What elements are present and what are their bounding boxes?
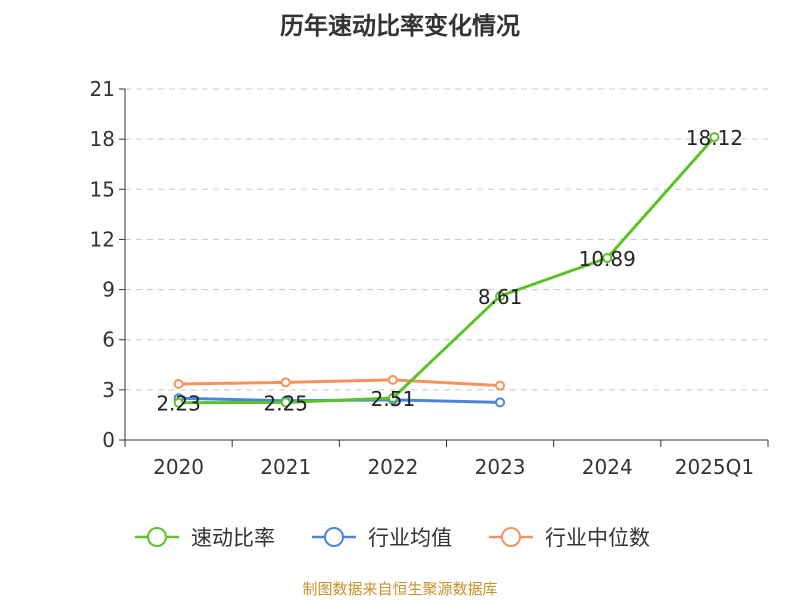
series-line-2 [178, 378, 501, 388]
series-0-point-2025Q1 [709, 132, 720, 143]
x-tick-label-2022: 2022 [367, 455, 418, 479]
series-1-point-2023 [495, 397, 506, 408]
data-label-2022: 2.51 [371, 387, 416, 411]
series-0-point-2024 [602, 252, 613, 263]
legend-swatch-marker-1 [324, 527, 344, 547]
series-line-0 [178, 136, 716, 405]
data-label-layer: 2.23 2.25 2.51 8.61 10.89 18.12 [156, 126, 743, 416]
chart-title: 历年速动比率变化情况 [280, 12, 520, 40]
data-label-2023: 8.61 [478, 285, 523, 309]
x-tick-label-2025Q1: 2025Q1 [675, 455, 754, 479]
y-tick-label-21: 21 [90, 77, 115, 101]
series-0-point-2022 [387, 393, 398, 404]
y-tick-label-15: 15 [90, 177, 115, 201]
y-tick-label-9: 9 [102, 278, 115, 302]
legend-label-0: 速动比率 [191, 526, 275, 550]
series-0-point-2020 [173, 397, 184, 408]
x-tick-label-2023: 2023 [475, 455, 526, 479]
y-tick-label-0: 0 [102, 428, 115, 452]
series-2-point-2020 [173, 379, 184, 390]
grid-layer [125, 88, 768, 391]
data-label-2021: 2.25 [263, 391, 308, 415]
x-tick-label-2024: 2024 [582, 455, 633, 479]
legend-swatch-marker-0 [147, 527, 167, 547]
legend-label-2: 行业中位数 [545, 526, 650, 550]
data-label-2025Q1: 18.12 [686, 126, 743, 150]
series-0-point-2021 [280, 397, 291, 408]
x-tick-label-2020: 2020 [153, 455, 204, 479]
series-0-point-2023 [495, 291, 506, 302]
x-tick-label-2021: 2021 [260, 455, 311, 479]
data-label-2024: 10.89 [579, 247, 636, 271]
y-tick-label-3: 3 [102, 378, 115, 402]
series-2-point-2023 [495, 380, 506, 391]
axis-layer: 0 3 6 9 12 15 18 21 2020 2021 2022 2023 2024 2025Q1 [90, 77, 769, 479]
legend-swatch-marker-2 [501, 527, 521, 547]
legend-label-1: 行业均值 [368, 526, 452, 550]
y-tick-label-18: 18 [90, 127, 115, 151]
y-tick-label-6: 6 [102, 328, 115, 352]
series-layer [173, 132, 720, 408]
legend: 速动比率 行业均值 行业中位数 [135, 526, 650, 550]
series-2-point-2021 [280, 377, 291, 388]
data-label-2020: 2.23 [156, 392, 201, 416]
y-tick-label-12: 12 [90, 227, 115, 251]
source-note: 制图数据来自恒生聚源数据库 [302, 580, 498, 598]
series-2-point-2022 [387, 374, 398, 385]
